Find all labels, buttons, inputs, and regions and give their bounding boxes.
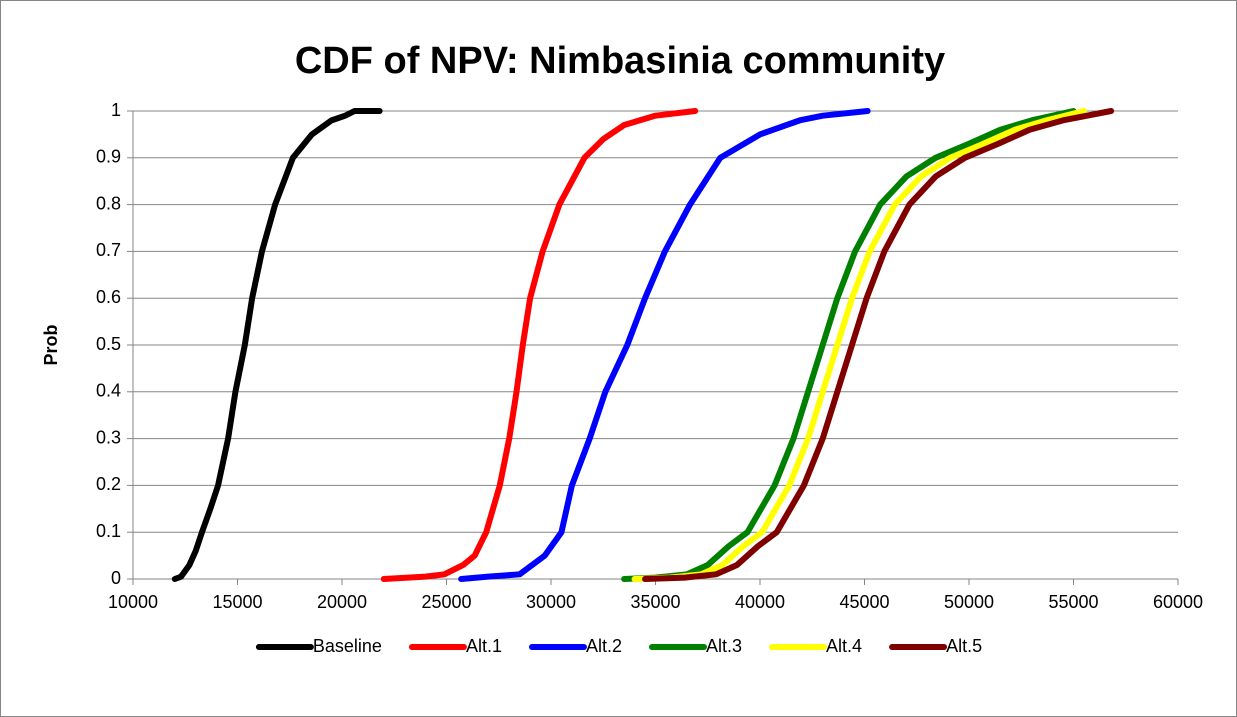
y-tick-label: 1 — [111, 100, 121, 120]
legend-label: Alt.1 — [466, 636, 502, 656]
y-axis-label: Prob — [41, 324, 61, 365]
y-tick-label: 0.9 — [96, 147, 121, 167]
y-tick-label: 0.8 — [96, 193, 121, 213]
series-line — [380, 108, 699, 582]
legend-label: Baseline — [313, 636, 382, 656]
y-tick-label: 0.5 — [96, 334, 121, 354]
series-line — [171, 108, 383, 582]
y-tick-label: 0.2 — [96, 474, 121, 494]
legend-label: Alt.4 — [826, 636, 862, 656]
y-tick-label: 0.6 — [96, 287, 121, 307]
x-tick-label: 15000 — [212, 592, 262, 612]
x-tick-label: 30000 — [526, 592, 576, 612]
x-tick-label: 35000 — [630, 592, 680, 612]
y-tick-label: 0.3 — [96, 427, 121, 447]
x-tick-label: 45000 — [839, 592, 889, 612]
legend: Baseline Alt.1 Alt.2 Alt.3 Alt.4 Alt.5 — [255, 636, 982, 656]
x-tick-label: 60000 — [1153, 592, 1203, 612]
series-line — [458, 108, 871, 582]
x-tick-label: 55000 — [1048, 592, 1098, 612]
y-tick-label: 0.1 — [96, 521, 121, 541]
chart-title: CDF of NPV: Nimbasinia community — [295, 40, 945, 82]
y-tick-label: 0.4 — [96, 381, 121, 401]
x-tick-label: 10000 — [108, 592, 158, 612]
y-tick-label: 0 — [111, 568, 121, 588]
legend-label: Alt.5 — [946, 636, 982, 656]
series-line — [642, 108, 1115, 582]
legend-label: Alt.2 — [586, 636, 622, 656]
series-line — [631, 108, 1087, 582]
x-tick-label: 25000 — [421, 592, 471, 612]
x-tick-label: 20000 — [317, 592, 367, 612]
legend-label: Alt.3 — [706, 636, 742, 656]
x-tick-label: 40000 — [735, 592, 785, 612]
y-tick-label: 0.7 — [96, 240, 121, 260]
series-line — [621, 108, 1077, 582]
plot-area: 0 0.1 0.2 0.3 0.4 0.5 0.6 0.7 0.8 0.9 1 10000 15000 2… — [96, 100, 1203, 612]
x-tick-label: 50000 — [944, 592, 994, 612]
